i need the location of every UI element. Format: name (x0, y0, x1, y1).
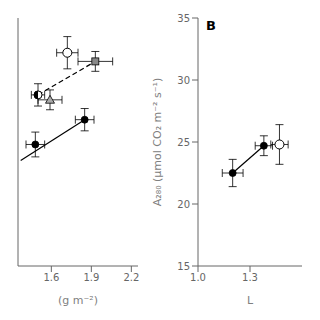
svg-text:2.2: 2.2 (123, 272, 139, 283)
svg-text:1.0: 1.0 (190, 272, 206, 283)
svg-text:1.9: 1.9 (83, 272, 99, 283)
svg-text:35: 35 (177, 13, 190, 24)
svg-text:(g m⁻²): (g m⁻²) (58, 294, 98, 307)
svg-text:15: 15 (177, 261, 190, 272)
svg-text:1.6: 1.6 (43, 272, 59, 283)
svg-text:20: 20 (177, 199, 190, 210)
svg-text:L: L (247, 294, 254, 307)
svg-text:30: 30 (177, 75, 190, 86)
html-text:B: B (206, 18, 216, 33)
svg-text:1.3: 1.3 (242, 272, 258, 283)
svg-text:A₂₈₀ (μmol CO₂ m⁻² s⁻¹): A₂₈₀ (μmol CO₂ m⁻² s⁻¹) (151, 78, 164, 206)
svg-text:25: 25 (177, 137, 190, 148)
